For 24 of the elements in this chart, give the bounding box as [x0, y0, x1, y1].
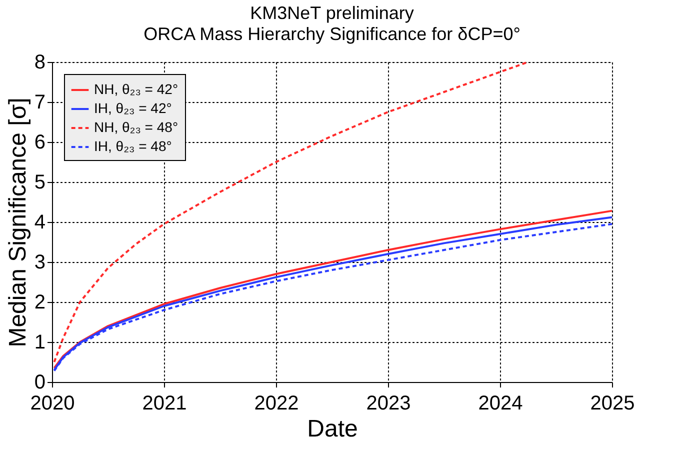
x-tick-label: 2022: [254, 392, 299, 414]
legend-label: NH, θ₂₃ = 42°: [94, 81, 178, 97]
y-tick-label: 1: [34, 332, 46, 354]
chart-subtitle: ORCA Mass Hierarchy Significance for δCP=0°: [144, 24, 520, 44]
y-tick-label: 0: [34, 372, 46, 394]
y-tick-label: 3: [34, 252, 46, 274]
x-tick-label: 2023: [366, 392, 411, 414]
line-series: [53, 61, 529, 363]
y-tick-label: 4: [34, 212, 46, 234]
y-tick-label: 8: [34, 52, 46, 74]
x-tick-label: 2024: [478, 392, 523, 414]
x-tick-label: 2021: [142, 392, 187, 414]
legend-label: NH, θ₂₃ = 48°: [94, 119, 178, 135]
y-tick-label: 6: [34, 132, 46, 154]
legend-label: IH, θ₂₃ = 48°: [94, 138, 172, 154]
x-tick-label: 2020: [30, 392, 75, 414]
y-tick-label: 2: [34, 292, 46, 314]
legend-label: IH, θ₂₃ = 42°: [94, 100, 172, 116]
x-axis-title: Date: [307, 416, 358, 442]
x-tick-label: 2025: [590, 392, 635, 414]
y-tick-label: 7: [34, 92, 46, 114]
y-axis-title: Median Significance [σ]: [4, 98, 32, 348]
y-tick-label: 5: [34, 172, 46, 194]
chart-title: KM3NeT preliminary: [250, 3, 414, 23]
